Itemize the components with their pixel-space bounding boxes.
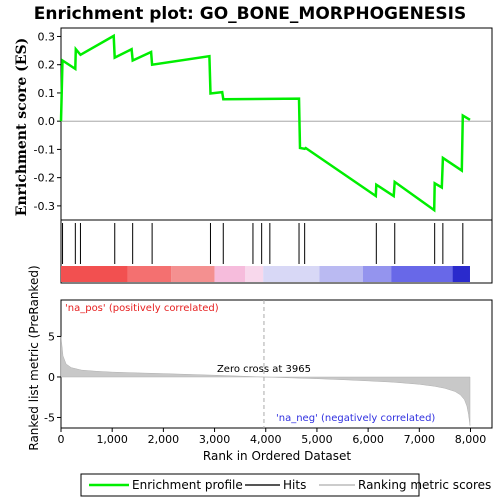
rank-y-tick-label: 5	[48, 330, 55, 343]
color-bar-segment	[214, 266, 246, 282]
hit-markers	[62, 223, 464, 264]
hits-panel	[60, 219, 493, 284]
x-tick-label: 3,000	[199, 433, 231, 446]
x-tick-label: 5,000	[301, 433, 333, 446]
rank-y-tick-label: 0	[48, 371, 55, 384]
x-tick-label: 4,000	[250, 433, 282, 446]
es-y-tick-label: 0.2	[38, 59, 56, 72]
enrichment-score-panel: -0.3 -0.2 -0.1 0.0 0.1 0.2 0.3 Enrichment scor…	[14, 27, 493, 221]
color-bar-segment	[245, 266, 264, 282]
legend-label-hits: Hits	[283, 478, 306, 492]
es-y-tick-label: -0.1	[34, 143, 55, 156]
es-y-tick-label: 0.1	[38, 87, 56, 100]
x-tick-label: 0	[58, 433, 65, 446]
ranking-metric-panel: -505 'na_pos' (positively correlated) Ze…	[27, 265, 493, 451]
x-axis: 0 1,000 2,000 3,000 4,000 5,000 6,000 7,000 8,00…	[58, 428, 487, 446]
legend-label-enrichment-profile: Enrichment profile	[132, 478, 243, 492]
color-bar-segment	[319, 266, 364, 282]
es-y-ticks: -0.3 -0.2 -0.1 0.0 0.1 0.2 0.3	[34, 30, 61, 213]
color-bar-segment	[452, 266, 470, 282]
color-bar-segment	[363, 266, 392, 282]
color-bar-segment	[61, 266, 128, 282]
es-y-tick-label: -0.3	[34, 200, 55, 213]
chart-title: Enrichment plot: GO_BONE_MORPHOGENESIS	[34, 4, 467, 24]
legend: Enrichment profile Hits Ranking metric s…	[80, 473, 491, 497]
rank-color-bar	[61, 266, 470, 282]
es-y-tick-label: -0.2	[34, 172, 55, 185]
color-bar-segment	[127, 266, 172, 282]
ranking-metric-area	[60, 336, 471, 426]
x-tick-label: 1,000	[96, 433, 128, 446]
es-y-axis-label: Enrichment score (ES)	[14, 38, 30, 216]
rank-y-ticks: -5 0 5	[44, 330, 61, 424]
rank-y-tick-label: -5	[44, 411, 55, 424]
color-bar-segment	[171, 266, 215, 282]
x-tick-label: 8,000	[455, 433, 487, 446]
negative-correlation-label: 'na_neg' (negatively correlated)	[276, 413, 435, 424]
color-bar-segment	[263, 266, 320, 282]
x-tick-label: 7,000	[404, 433, 436, 446]
es-y-tick-label: 0.0	[38, 115, 56, 128]
zero-cross-label: Zero cross at 3965	[217, 364, 311, 375]
x-tick-label: 6,000	[352, 433, 384, 446]
x-axis-label: Rank in Ordered Dataset	[203, 449, 351, 463]
enrichment-profile-line	[59, 33, 471, 213]
rank-y-axis-label: Ranked list metric (PreRanked)	[27, 265, 41, 450]
color-bar-segment	[391, 266, 453, 282]
x-tick-label: 2,000	[148, 433, 180, 446]
es-y-tick-label: 0.3	[38, 30, 56, 43]
legend-label-ranking-metric: Ranking metric scores	[358, 478, 491, 492]
positive-correlation-label: 'na_pos' (positively correlated)	[65, 303, 219, 314]
